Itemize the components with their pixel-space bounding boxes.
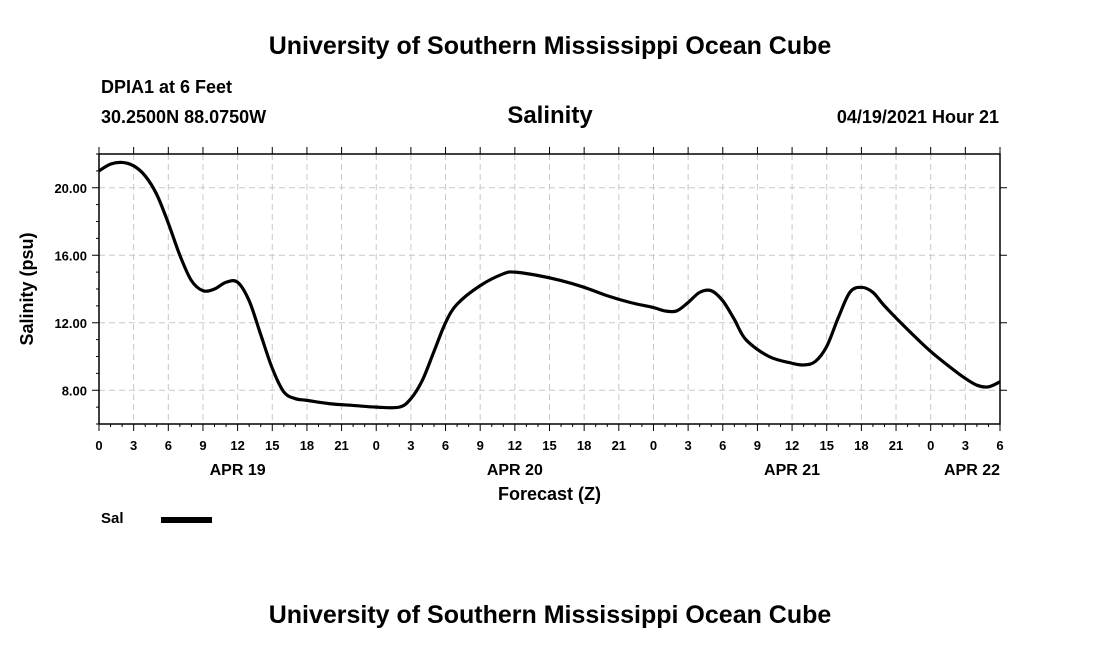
y-tick-label: 8.00	[62, 383, 87, 398]
date-label: APR 19	[210, 462, 266, 479]
series-line-sal	[98, 160, 1001, 410]
page-title: University of Southern Mississippi Ocean…	[268, 32, 832, 60]
legend-line-swatch	[161, 517, 212, 523]
date-label: APR 22	[944, 462, 1000, 479]
x-tick-label: 0	[373, 438, 380, 453]
x-tick-label: 0	[650, 438, 657, 453]
y-tick-label: 12.00	[54, 316, 87, 331]
x-tick-label: 18	[854, 438, 868, 453]
x-tick-label: 12	[508, 438, 522, 453]
x-tick-label: 0	[927, 438, 934, 453]
legend-label: Sal	[101, 510, 124, 527]
x-tick-label: 15	[265, 438, 279, 453]
x-tick-label: 0	[95, 438, 102, 453]
chart-title: Salinity	[507, 102, 593, 129]
x-tick-label: 21	[612, 438, 626, 453]
y-tick-label: 20.00	[54, 181, 87, 196]
x-tick-label: 6	[165, 438, 172, 453]
x-tick-label: 12	[230, 438, 244, 453]
datetime-label: 04/19/2021 Hour 21	[836, 107, 999, 127]
x-tick-label: 18	[577, 438, 591, 453]
x-tick-label: 3	[962, 438, 969, 453]
x-axis-title: Forecast (Z)	[498, 484, 601, 504]
station-label: DPIA1 at 6 Feet	[101, 77, 233, 97]
y-tick-label: 16.00	[54, 248, 87, 263]
x-tick-label: 12	[785, 438, 799, 453]
x-tick-label: 21	[334, 438, 348, 453]
y-axis-title: Salinity (psu)	[17, 232, 37, 345]
date-label: APR 21	[764, 462, 820, 479]
x-tick-label: 21	[889, 438, 903, 453]
x-tick-label: 18	[300, 438, 314, 453]
x-tick-label: 3	[407, 438, 414, 453]
x-tick-label: 9	[754, 438, 761, 453]
x-tick-label: 9	[199, 438, 206, 453]
footer-title: University of Southern Mississippi Ocean…	[268, 601, 832, 629]
x-tick-label: 6	[442, 438, 449, 453]
x-tick-label: 15	[542, 438, 556, 453]
x-tick-label: 6	[719, 438, 726, 453]
x-tick-label: 9	[477, 438, 484, 453]
coordinates-label: 30.2500N 88.0750W	[101, 107, 267, 127]
x-tick-label: 3	[130, 438, 137, 453]
x-tick-label: 15	[819, 438, 833, 453]
x-tick-label: 3	[684, 438, 691, 453]
x-tick-label: 6	[996, 438, 1003, 453]
date-label: APR 20	[487, 462, 543, 479]
